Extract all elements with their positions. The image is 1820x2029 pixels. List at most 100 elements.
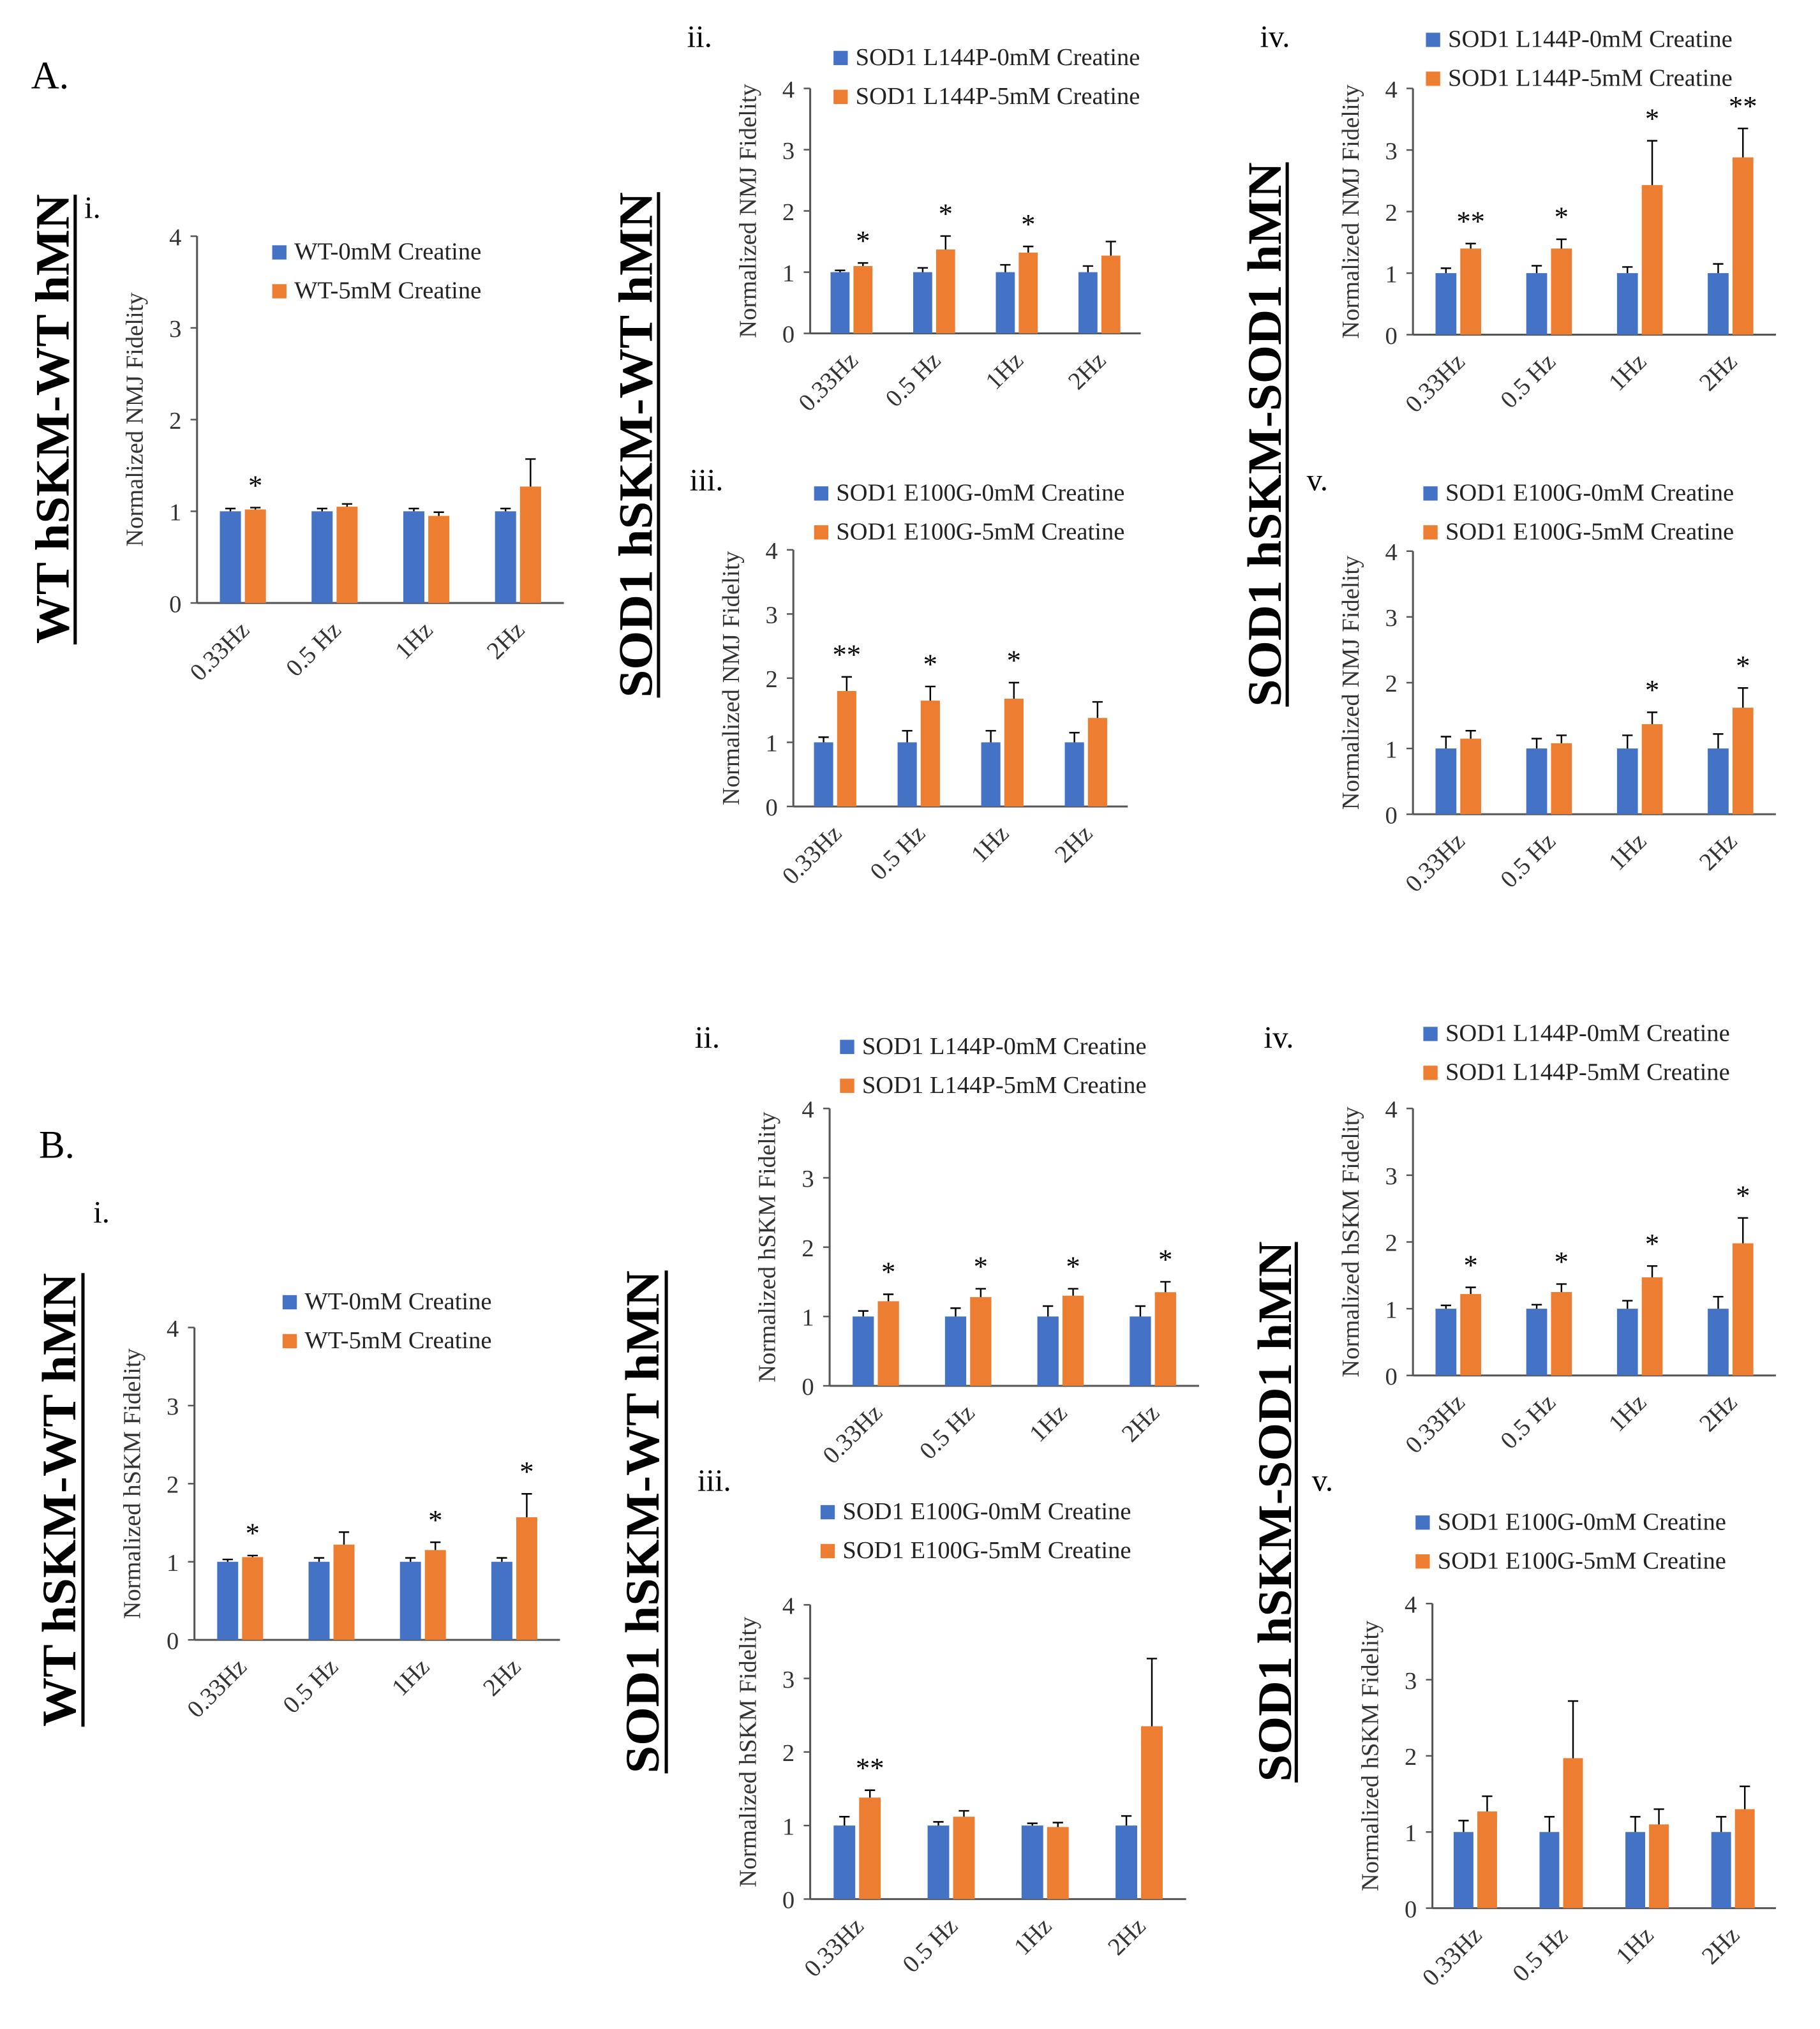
bar-creatine xyxy=(1004,699,1024,806)
panel-label: iii. xyxy=(697,1464,731,1498)
panel-label: ii. xyxy=(687,20,712,54)
y-tick-label: 4 xyxy=(1385,77,1397,103)
chart-9: v. 0 1 2 3 4 Normalized hSKM Fidelity 0.33Hz 0.5… xyxy=(1312,1464,1776,1991)
x-tick-label: 2Hz xyxy=(1694,828,1742,876)
bar-control xyxy=(1539,1832,1560,1908)
bar-creatine xyxy=(1460,1294,1482,1376)
y-tick-label: 4 xyxy=(169,224,181,251)
y-tick-label: 4 xyxy=(1385,539,1397,566)
bar-control xyxy=(1435,748,1457,815)
bar-creatine xyxy=(519,486,541,604)
y-tick-label: 0 xyxy=(766,794,778,821)
significance-marker: * xyxy=(248,469,262,501)
y-tick-label: 1 xyxy=(802,1305,814,1332)
y-tick-label: 4 xyxy=(1405,1591,1417,1618)
bar-creatine xyxy=(1460,738,1482,815)
y-tick-label: 1 xyxy=(782,260,794,287)
x-tick-label: 2Hz xyxy=(1103,1913,1151,1961)
y-tick-label: 0 xyxy=(169,591,181,618)
chart-6: ii. 0 1 2 3 4 Normalized hSKM Fidelity * 0.33Hz *… xyxy=(695,1020,1199,1469)
legend-swatch xyxy=(1423,525,1438,540)
bar-control xyxy=(1526,273,1548,335)
bar-control xyxy=(1130,1316,1151,1386)
bar-creatine xyxy=(1047,1827,1069,1899)
legend-label: SOD1 E100G-0mM Creatine xyxy=(1438,1508,1726,1535)
y-tick-label: 3 xyxy=(1385,605,1397,632)
bar-creatine xyxy=(1477,1811,1497,1908)
y-tick-label: 0 xyxy=(167,1628,179,1654)
section-label-a: A. xyxy=(31,55,69,98)
y-tick-label: 1 xyxy=(1385,261,1397,288)
y-tick-label: 3 xyxy=(167,1394,179,1420)
x-tick-label: 0.5 Hz xyxy=(278,1653,343,1718)
significance-marker: ** xyxy=(856,1751,884,1783)
x-tick-label: 0.33Hz xyxy=(777,820,847,889)
x-tick-label: 0.5 Hz xyxy=(881,347,946,412)
bar-creatine xyxy=(516,1517,537,1640)
bar-creatine xyxy=(1460,248,1482,335)
legend-swatch xyxy=(1415,1554,1430,1569)
y-tick-label: 1 xyxy=(167,1550,179,1577)
bar-creatine xyxy=(1101,255,1121,334)
legend-label: SOD1 E100G-0mM Creatine xyxy=(836,480,1124,507)
bar-creatine xyxy=(1563,1758,1583,1908)
bar-control xyxy=(897,742,917,806)
bar-creatine xyxy=(877,1301,899,1386)
significance-marker: * xyxy=(923,648,937,680)
bar-control xyxy=(981,742,1001,806)
legend-label: SOD1 E100G-5mM Creatine xyxy=(836,519,1124,546)
y-tick-label: 3 xyxy=(1405,1668,1417,1695)
bar-control xyxy=(830,272,850,334)
bar-creatine xyxy=(1551,248,1572,335)
y-tick-label: 0 xyxy=(1385,1364,1397,1390)
y-tick-label: 3 xyxy=(1385,1163,1397,1190)
y-tick-label: 4 xyxy=(782,1593,794,1619)
x-tick-label: 2Hz xyxy=(1117,1399,1165,1447)
x-tick-label: 1Hz xyxy=(387,1653,435,1701)
x-tick-label: 2Hz xyxy=(1050,820,1098,868)
bar-control xyxy=(1064,742,1084,806)
y-tick-label: 2 xyxy=(766,666,778,693)
bar-control xyxy=(944,1316,967,1386)
bar-control xyxy=(1708,748,1729,815)
legend-label: SOD1 E100G-0mM Creatine xyxy=(842,1498,1131,1525)
bar-control xyxy=(1526,748,1548,815)
y-tick-label: 2 xyxy=(782,1740,794,1767)
bar-creatine xyxy=(1154,1292,1176,1386)
legend-swatch xyxy=(1426,71,1440,86)
bar-creatine xyxy=(953,1817,975,1899)
significance-marker: * xyxy=(974,1251,988,1282)
y-tick-label: 1 xyxy=(1405,1820,1417,1847)
legend-swatch xyxy=(1415,1515,1430,1530)
legend-label: SOD1 E100G-0mM Creatine xyxy=(1445,480,1734,507)
condition-title: WT hSKM-WT hMN xyxy=(27,194,80,644)
bar-creatine xyxy=(859,1797,881,1899)
bar-creatine xyxy=(853,265,873,334)
y-axis-title: Normalized NMJ Fidelity xyxy=(718,551,745,805)
condition-title: SOD1 hSKM-WT hMN xyxy=(610,192,663,697)
bar-creatine xyxy=(1734,1809,1755,1908)
y-axis-title: Normalized hSKM Fidelity xyxy=(119,1348,145,1619)
bar-creatine xyxy=(1641,185,1663,335)
bar-creatine xyxy=(936,249,955,334)
significance-marker: * xyxy=(1736,1180,1750,1212)
bar-creatine xyxy=(333,1544,355,1640)
bar-control xyxy=(1037,1316,1059,1386)
panel-label: iv. xyxy=(1260,20,1290,54)
y-tick-label: 3 xyxy=(802,1166,814,1193)
significance-marker: * xyxy=(1645,674,1659,706)
y-tick-label: 3 xyxy=(782,138,794,165)
x-tick-label: 1Hz xyxy=(1611,1922,1659,1970)
bar-creatine xyxy=(1732,157,1754,335)
legend-label: SOD1 E100G-5mM Creatine xyxy=(842,1537,1131,1564)
y-axis-title: Normalized hSKM Fidelity xyxy=(1338,1106,1364,1378)
bar-creatine xyxy=(1732,1243,1754,1376)
legend-label: WT-0mM Creatine xyxy=(304,1288,491,1315)
chart-8: iv. 0 1 2 3 4 Normalized hSKM Fidelity * 0.33Hz *… xyxy=(1264,1020,1776,1459)
x-tick-label: 1Hz xyxy=(981,347,1029,395)
x-tick-label: 1Hz xyxy=(390,616,438,664)
bar-control xyxy=(220,511,241,604)
y-axis-title: Normalized NMJ Fidelity xyxy=(121,292,148,547)
bar-control xyxy=(491,1561,512,1640)
chart-0: i. 0 1 2 3 4 Normalized NMJ Fidelity * 0.33Hz 0.5… xyxy=(84,191,564,687)
